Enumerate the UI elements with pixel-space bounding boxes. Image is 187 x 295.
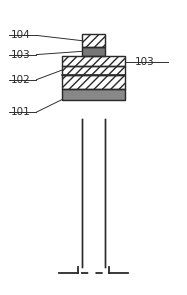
Bar <box>82 47 105 56</box>
Bar <box>62 75 125 88</box>
Bar <box>62 56 125 66</box>
Bar <box>62 66 125 75</box>
Bar <box>62 66 125 75</box>
Bar <box>62 56 125 66</box>
Text: 101: 101 <box>11 107 31 117</box>
Bar <box>62 88 125 100</box>
Bar <box>62 88 125 100</box>
Text: 103: 103 <box>135 57 154 67</box>
Bar <box>62 75 125 88</box>
Text: 103: 103 <box>11 50 31 60</box>
Text: 104: 104 <box>11 30 31 40</box>
Bar <box>82 34 105 47</box>
Text: 102: 102 <box>11 75 31 85</box>
Bar <box>82 34 105 47</box>
Bar <box>82 47 105 56</box>
